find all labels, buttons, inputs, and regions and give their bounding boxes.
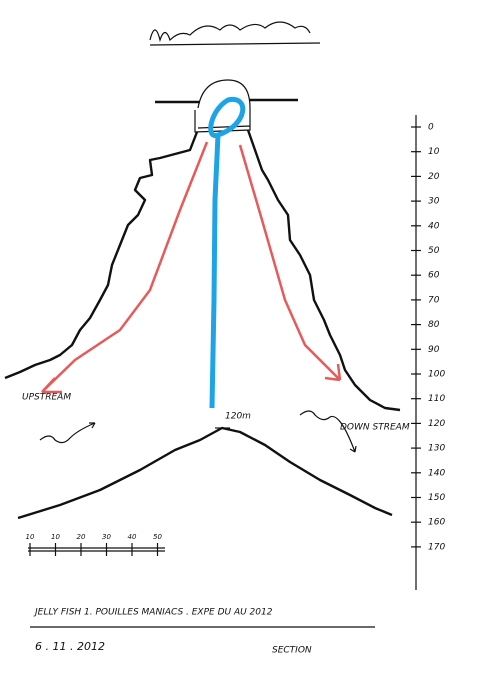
upstream-label: UPSTREAM <box>22 393 71 403</box>
footer-section: SECTION <box>272 646 312 656</box>
flow-arrow <box>299 410 357 453</box>
depth-label: 60 <box>428 271 440 281</box>
scale-label: 20 <box>77 533 86 541</box>
depth-label: 0 <box>428 123 434 133</box>
scale-label: 30 <box>102 533 111 541</box>
depth-label: 120m <box>225 412 251 422</box>
upstream-flow <box>41 141 209 394</box>
depth-label: 140 <box>428 468 445 478</box>
depth-label: 30 <box>428 197 440 207</box>
right-wall <box>246 129 401 412</box>
scale-label: 50 <box>153 533 162 541</box>
left-wall <box>4 131 199 380</box>
scale-label: 10 <box>51 533 60 541</box>
depth-label: 20 <box>428 172 440 182</box>
depth-label: 70 <box>428 295 440 305</box>
depth-label: 100 <box>428 370 445 380</box>
depth-label: 40 <box>428 221 440 231</box>
depth-label: 80 <box>428 320 440 330</box>
downstream-label: DOWN STREAM <box>340 423 410 433</box>
depth-label: 50 <box>428 246 440 256</box>
depth-label: 90 <box>428 345 440 355</box>
shaft <box>208 97 246 409</box>
depth-label: 10 <box>428 147 440 157</box>
ground-surface <box>155 98 298 104</box>
footer-title: JELLY FISH 1. POUILLES MANIACS . EXPE DU… <box>33 608 273 618</box>
footer-date: 6 . 11 . 2012 <box>35 640 105 653</box>
flow-arrow <box>39 422 96 444</box>
downstream-flow <box>238 144 342 382</box>
depth-label: 120 <box>428 419 445 429</box>
scale-label: 10 <box>26 533 35 541</box>
depth-label: 170 <box>428 542 445 552</box>
depth-label: 110 <box>428 394 445 404</box>
surface-scribble <box>149 21 321 46</box>
depth-label: 160 <box>428 518 445 528</box>
depth-label: 150 <box>428 493 445 503</box>
scale-label: 40 <box>128 533 137 541</box>
depth-label: 130 <box>428 444 445 454</box>
floor <box>17 426 393 520</box>
